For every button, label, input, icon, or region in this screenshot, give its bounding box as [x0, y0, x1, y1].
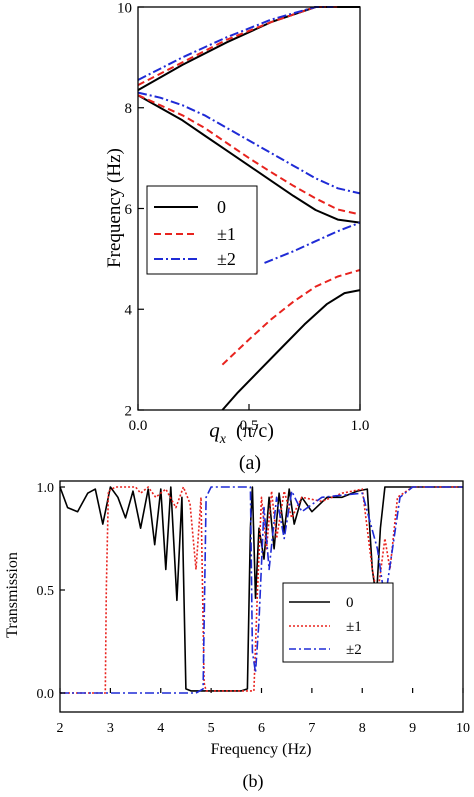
panel-a-series-1-line-1 — [137, 94, 361, 216]
panel-b: 2 3 4 5 6 7 8 9 10 0.0 0.5 1.0 Transmission Frequen… — [4, 480, 471, 792]
panel-a-legend-label-2: ±2 — [217, 249, 236, 269]
panel-a-series-1-line-2 — [221, 269, 361, 366]
panel-a-legend-box — [146, 185, 258, 275]
panel-a-x-axis-label: qx — [209, 418, 227, 447]
panel-b-series-0-line-0 — [59, 486, 463, 692]
panel-b-legend: 0 ±1 ±2 — [282, 582, 394, 663]
panel-b-label: (b) — [243, 771, 264, 792]
panel-a-legend-label-0: 0 — [217, 197, 226, 217]
panel-b-legend-box — [282, 582, 394, 663]
panel-a-legend-label-1: ±1 — [217, 224, 236, 244]
panel-b-x-tick-label-6: 8 — [359, 721, 366, 736]
panel-b-series-2-line-0 — [60, 486, 463, 694]
panel-a-label: (a) — [239, 452, 261, 474]
panel-b-x-tick-label-3: 5 — [208, 721, 215, 736]
panel-b-x-tick-label-4: 6 — [258, 721, 265, 736]
panel-a-series-0-line-0 — [137, 6, 360, 91]
panel-b-y-axis-label: Transmission — [4, 552, 21, 638]
panel-a-y-tick-label-2: 6 — [125, 202, 133, 218]
panel-a-ticks: 0.0 0.5 1.0 2 4 6 8 10 — [117, 0, 369, 434]
panel-a-y-tick-label-1: 4 — [125, 303, 133, 319]
panel-a-y-tick-label-0: 2 — [125, 403, 133, 419]
panel-b-plot-frame — [59, 480, 464, 713]
panel-b-legend-label-0: 0 — [346, 595, 354, 611]
panel-b-ticks: 2 3 4 5 6 7 8 9 10 0.0 0.5 1.0 — [37, 481, 471, 736]
panel-b-legend-label-1: ±1 — [346, 619, 362, 635]
panel-a-series-0-line-2 — [221, 289, 361, 411]
panel-a-y-tick-label-4: 10 — [117, 0, 132, 16]
panel-a-x-axis-unit: (π/c) — [236, 420, 274, 442]
panel-b-x-tick-label-0: 2 — [57, 721, 64, 736]
panel-b-y-tick-label-2: 1.0 — [37, 481, 55, 496]
panel-b-series-1-line-0 — [60, 486, 463, 694]
panel-b-x-tick-label-7: 9 — [409, 721, 416, 736]
panel-a-series-2-line-1 — [137, 91, 361, 195]
panel-a-series-0-line-1 — [137, 94, 361, 224]
panel-a-series-2-line-2 — [264, 221, 361, 264]
panel-b-legend-label-2: ±2 — [346, 642, 362, 658]
panel-b-x-tick-label-5: 7 — [308, 721, 315, 736]
panel-a-x-tick-label-1: 0.5 — [240, 418, 259, 434]
panel-a-legend: 0 ±1 ±2 — [146, 185, 258, 275]
panel-b-x-axis-label: Frequency (Hz) — [211, 741, 312, 758]
panel-a-x-tick-label-0: 0.0 — [129, 418, 148, 434]
panel-b-x-tick-label-1: 3 — [107, 721, 114, 736]
panel-b-y-tick-label-0: 0.0 — [37, 687, 55, 702]
panel-a-y-tick-label-3: 8 — [125, 101, 133, 117]
panel-a-x-tick-label-2: 1.0 — [351, 418, 370, 434]
panel-b-x-tick-label-8: 10 — [456, 721, 470, 736]
panel-b-y-tick-label-1: 0.5 — [37, 584, 55, 599]
panel-b-series — [59, 486, 463, 694]
panel-a-y-axis-label: Frequency (Hz) — [104, 148, 125, 268]
panel-b-x-tick-label-2: 4 — [157, 721, 164, 736]
